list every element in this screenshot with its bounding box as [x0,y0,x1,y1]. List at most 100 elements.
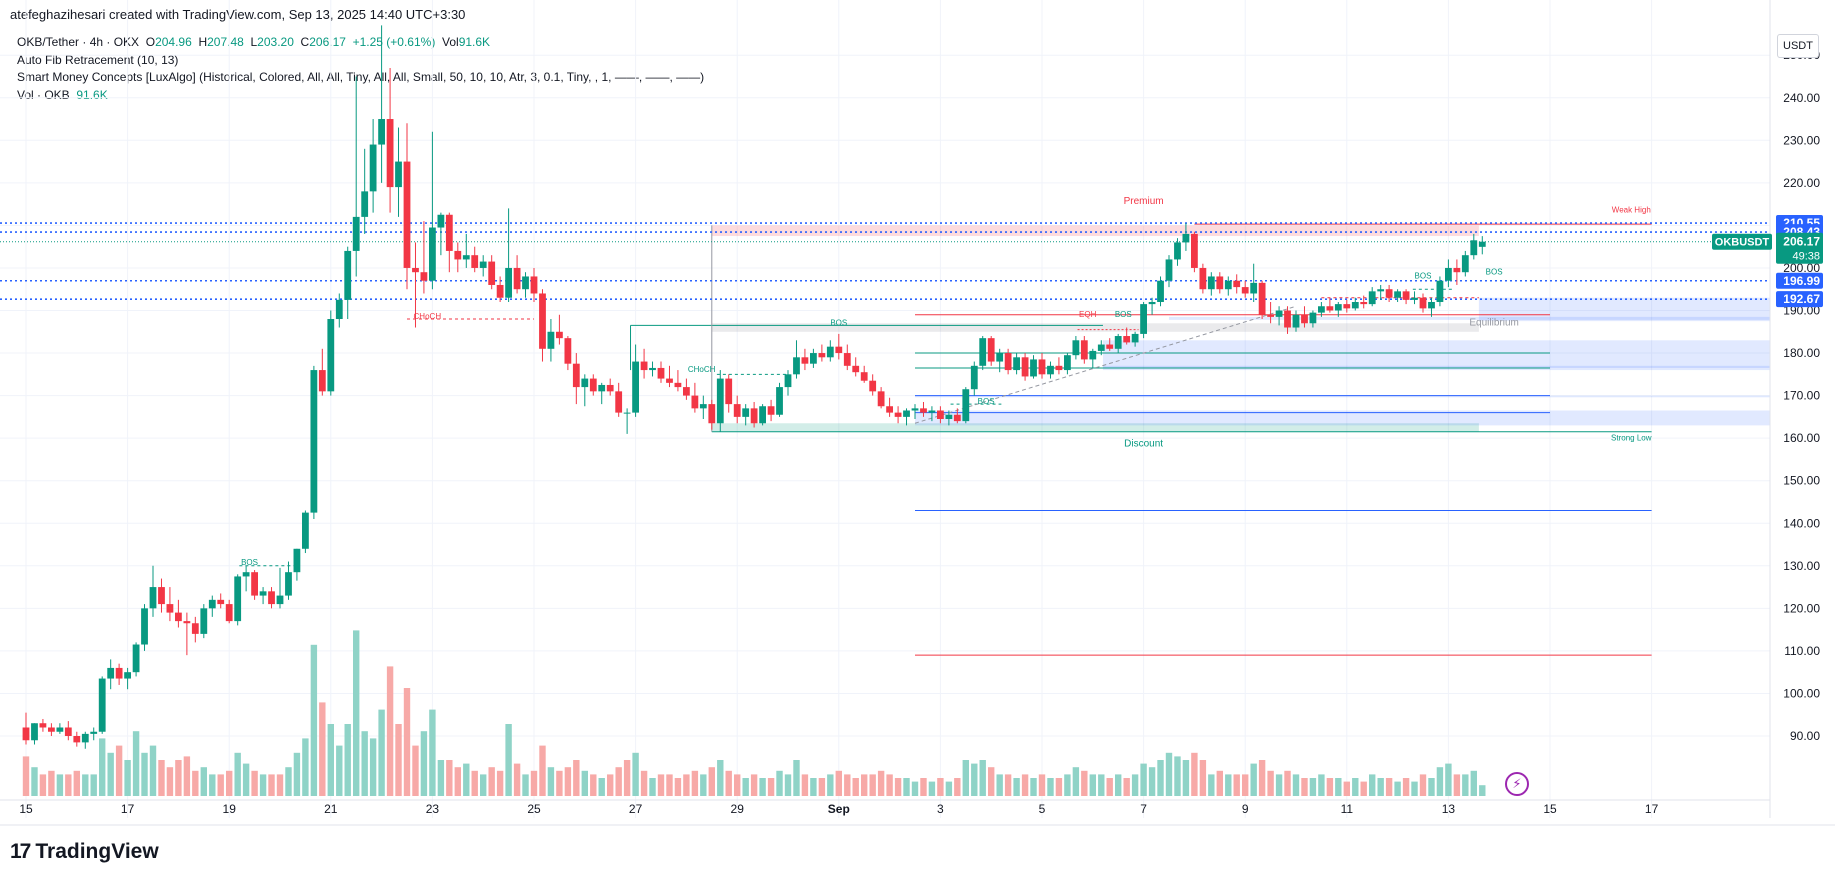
x-tick-label: 19 [223,802,237,816]
volume-bar [996,774,1003,796]
volume-bar [488,767,495,796]
volume-bar [861,774,868,796]
candle-body [1233,280,1241,288]
candle-body [149,587,157,609]
volume-bar [378,709,385,796]
candle-body [1377,289,1385,292]
candle-body [640,361,648,371]
symbol-label[interactable]: OKB/Tether · 4h · OKX [17,35,140,49]
volume-bar [1258,760,1266,796]
candle-body [733,404,741,417]
candle-body [73,736,81,743]
candle-body [107,667,115,679]
volume-bar [1445,763,1452,796]
volume-bar [573,760,580,796]
candle-body [1241,287,1249,294]
volume-bar [1411,781,1418,796]
candle-body [513,267,521,290]
candle-body [860,372,868,381]
candle-body [242,572,250,577]
volume-bar [319,702,326,796]
candle-body [1419,297,1427,309]
candle-body [1089,350,1097,360]
candle-body [928,410,936,413]
indicator-smc[interactable]: Smart Money Concepts [LuxAlgo] (Historic… [17,70,705,84]
volume-bar [22,756,30,796]
order-block [1478,297,1770,322]
volume-bar [657,774,665,796]
order-block [1102,340,1770,368]
volume-bar [1428,778,1435,796]
candle-body [1199,267,1207,290]
volume-bar [361,731,368,796]
volume-bar [640,770,648,796]
bar-countdown: 49:38 [1792,251,1820,263]
candle-body [158,587,165,605]
volume-bar [979,760,986,796]
volume-bar [522,774,529,796]
tradingview-logo: 17 TradingView [10,840,159,864]
volume-bar [1081,770,1088,796]
volume-bar [877,770,885,796]
volume-bar [234,752,241,796]
volume-bar [192,770,199,796]
volume-bar [598,778,605,796]
candle-body [1174,242,1181,260]
candle-body [1157,280,1164,302]
indicator-fib[interactable]: Auto Fib Retracement (10, 13) [17,52,179,67]
candle-body [285,572,292,596]
candle-body [920,408,927,413]
volume-bar [56,774,64,796]
candle-body [462,255,470,260]
volume-bar [209,774,216,796]
candle-body [843,353,851,366]
last-price-tag [1776,232,1823,264]
change-value: +1.25 (+0.61%) [352,35,436,49]
candle-body [318,370,326,392]
volume-bar [1275,774,1283,796]
equilibrium-zone [711,323,1479,332]
volume-bar [1309,778,1317,796]
volume-bar [1123,778,1130,796]
volume-bar [200,767,207,796]
candle-body [378,119,385,145]
candle-body [572,363,580,388]
candle-body [293,548,301,573]
candle-body [175,612,182,622]
candle-body [750,408,758,424]
currency-button[interactable]: USDT [1777,34,1819,58]
x-tick-label: 29 [731,802,745,816]
volume-bar [1216,770,1223,796]
candle-body [1182,233,1190,243]
y-tick-label: 150.00 [1783,474,1820,488]
symbol-tag-bg [1712,233,1772,250]
candle-body [327,319,335,392]
candle-body [1148,301,1156,305]
lightning-icon[interactable]: ⚡ [1505,772,1529,796]
volume-bar [564,767,572,796]
candle-body [970,365,978,390]
candle-body [522,276,529,290]
candle-body [691,395,699,409]
volume-bar [132,731,140,796]
candle-body [666,378,673,383]
candle-body [1292,314,1300,328]
candle-body [369,144,377,192]
volume-bar [386,666,394,796]
smc-label: BOS [978,397,995,406]
volume-bar [547,767,555,796]
candle-body [98,678,106,732]
volume-bar [395,724,402,796]
candle-body [344,250,352,300]
volume-bar [971,763,978,796]
volume-bar [158,760,165,796]
volume-bar [251,770,258,796]
volume-bar [945,781,953,796]
candle-body [962,389,970,422]
volume-bar [1326,778,1334,796]
candle-body [759,406,766,424]
candle-body [1258,282,1266,315]
smc-label: Strong Low [1611,433,1652,442]
candle-body [268,591,275,605]
